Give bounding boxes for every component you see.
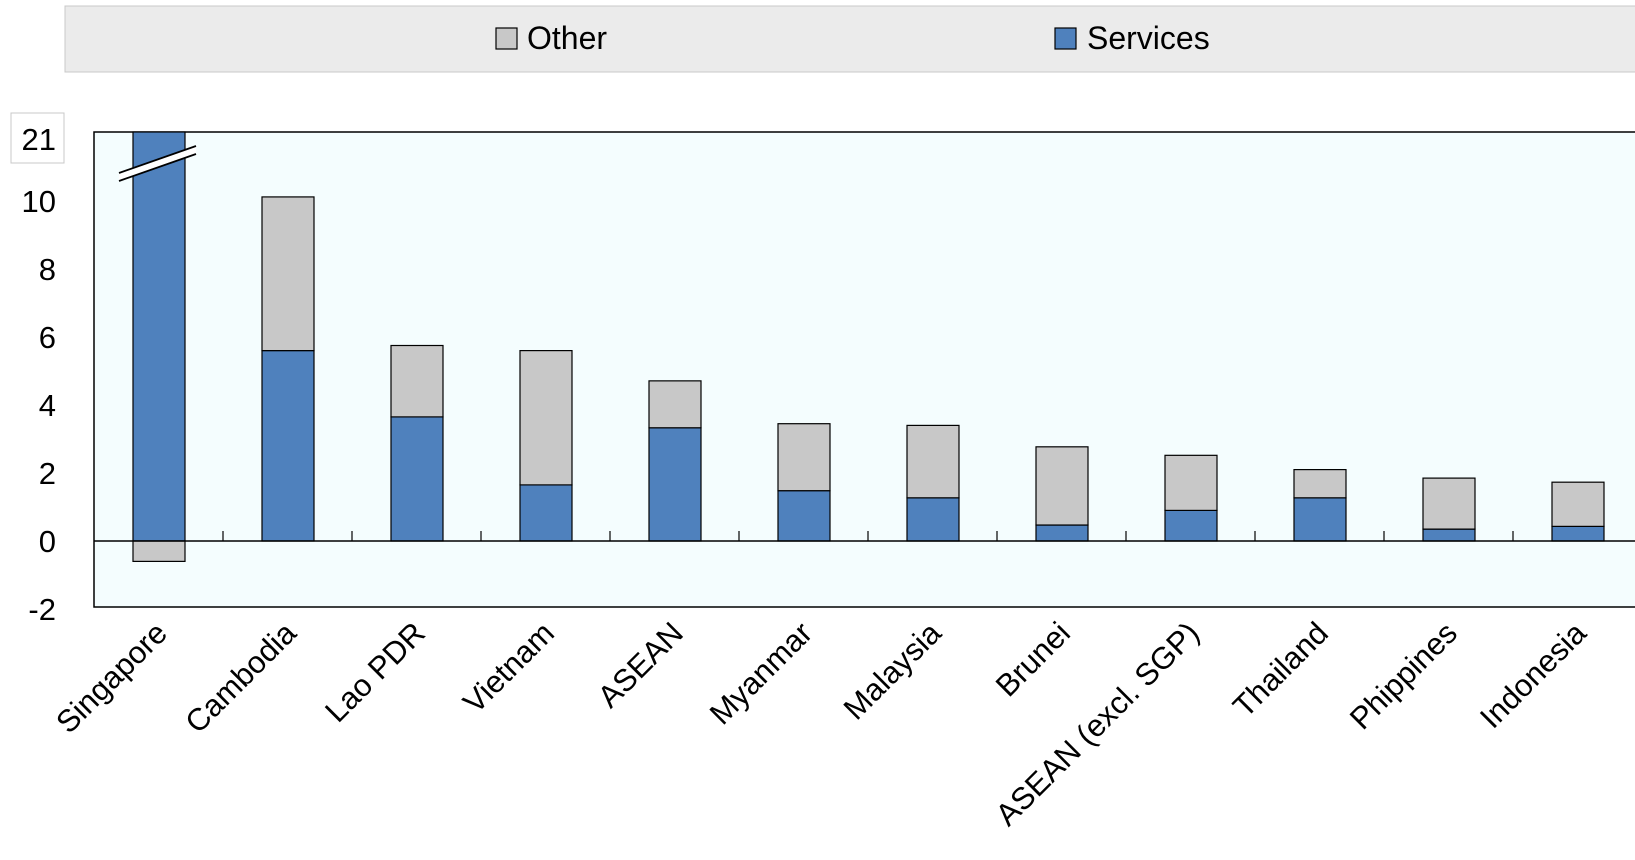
bar-services-1 [261,350,315,542]
bar-other-1 [261,196,315,352]
x-category-label: Phippines [1343,615,1464,736]
bar-services-10 [1422,528,1476,542]
plot-area [93,131,1635,608]
bar-services-6 [906,497,960,542]
x-category-label: ASEAN [591,615,690,714]
bars [132,131,1605,562]
bar-other-7 [1035,446,1089,526]
break-gap [119,146,196,181]
y-break-label-box [10,112,65,164]
axis-break [118,145,197,182]
bar-other-8 [1164,454,1218,512]
zero-axis [94,531,1635,542]
bar-services-9 [1293,497,1347,542]
y-tick-label: 4 [39,388,56,423]
x-category-label: Singapore [49,615,174,740]
x-category-label: Thailand [1226,615,1335,724]
legend-box [64,5,1635,73]
bar-other-3 [519,350,573,486]
y-tick-label: 2 [39,456,56,491]
y-break-label: 21 [22,122,56,157]
legend-swatch-services [1054,27,1077,50]
bar-other-10 [1422,477,1476,530]
bar-other-5 [777,423,831,492]
y-axis: -2 0 2 4 6 8 10 21 [10,112,65,627]
bar-other-11 [1551,481,1605,527]
bar-services-7 [1035,524,1089,542]
break-line-upper [118,145,197,174]
x-category-label: Malaysia [837,615,949,727]
x-category-label: Lao PDR [318,615,432,729]
legend: Other Services [64,5,1635,73]
y-tick-label: 8 [39,252,56,287]
legend-label-services: Services [1087,20,1210,56]
bar-services-5 [777,490,831,542]
bar-other-0 [132,540,186,562]
bar-services-0 [132,131,186,542]
bar-services-4 [648,427,702,542]
x-category-label: Cambodia [178,615,303,740]
legend-label-other: Other [527,20,607,56]
x-category-label: Myanmar [703,615,819,731]
y-tick-label: 10 [22,184,56,219]
y-tick-label: 6 [39,320,56,355]
bar-other-6 [906,424,960,499]
bar-services-8 [1164,509,1218,542]
bar-other-9 [1293,469,1347,499]
x-axis-labels: Singapore Cambodia Lao PDR Vietnam ASEAN Myan… [49,615,1593,833]
x-category-label: Brunei [989,615,1077,703]
bar-other-4 [648,380,702,429]
y-tick-label: 0 [39,524,56,559]
break-line-lower [118,153,197,182]
x-category-label: Vietnam [456,615,561,720]
bar-services-3 [519,484,573,542]
legend-swatch-other [495,27,518,50]
y-tick-label: -2 [28,592,56,627]
bar-services-11 [1551,525,1605,542]
x-category-label: Indonesia [1473,615,1593,735]
bar-other-2 [390,344,444,418]
bar-services-2 [390,416,444,542]
